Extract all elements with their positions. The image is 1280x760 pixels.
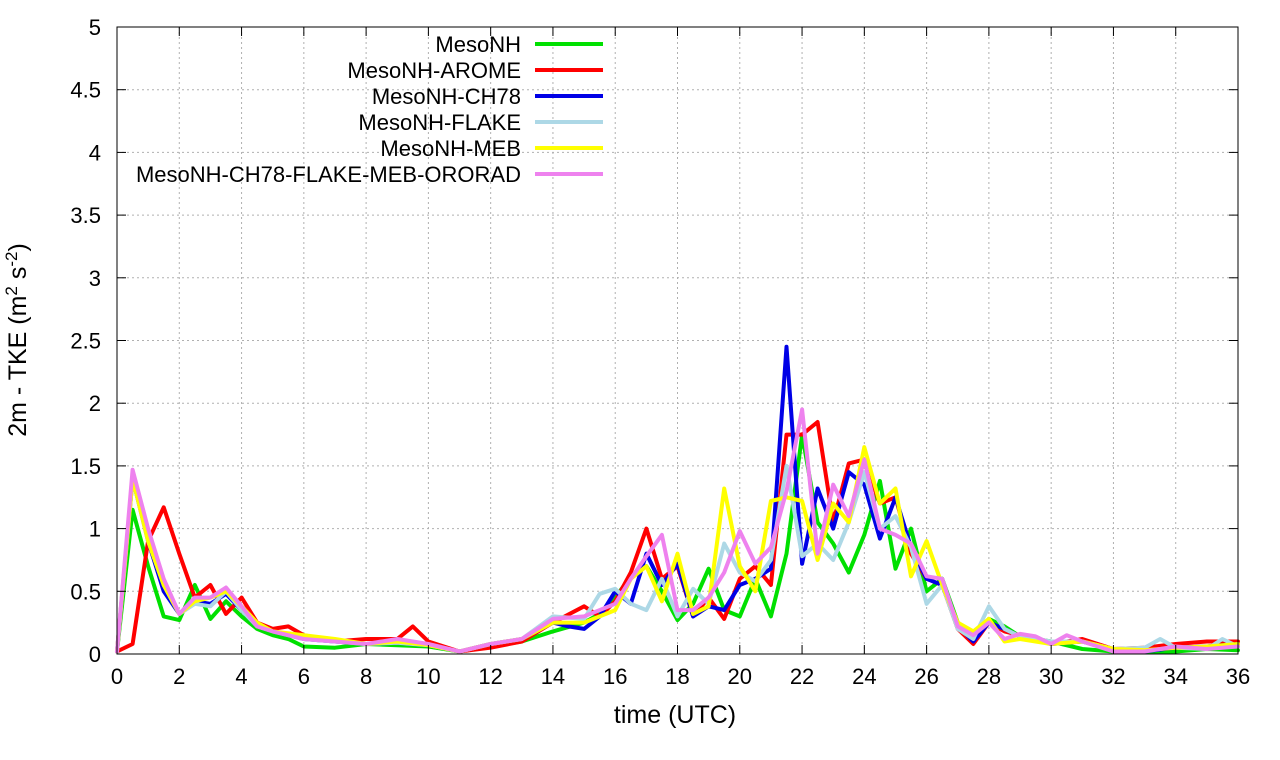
x-tick-label: 6: [298, 664, 310, 689]
legend-label: MesoNH-AROME: [347, 58, 521, 83]
x-tick-label: 14: [541, 664, 565, 689]
y-tick-label: 3: [89, 266, 101, 291]
y-axis-title-superscript: -2: [2, 252, 21, 267]
grid: [117, 27, 1238, 654]
x-tick-label: 36: [1226, 664, 1250, 689]
legend-label: MesoNH-CH78: [372, 84, 521, 109]
y-tick-label: 1: [89, 517, 101, 542]
axis-ticks: [116, 26, 1239, 655]
x-tick-label: 4: [235, 664, 247, 689]
legend-label: MesoNH-CH78-FLAKE-MEB-ORORAD: [136, 162, 521, 187]
series-line-mesonh-ch78-flake-meb-ororad: [115, 407, 1240, 654]
x-tick-labels: 0 2 4 6 8 10 12 14 16 18 20 22 24 26 28 30 32 34 36: [111, 664, 1250, 689]
y-tick-label: 4: [89, 140, 101, 165]
x-tick-label: 20: [728, 664, 752, 689]
y-axis-title: 2m - TKE (m2 s-2): [2, 243, 32, 437]
x-tick-label: 0: [111, 664, 123, 689]
x-tick-label: 34: [1163, 664, 1187, 689]
y-tick-label: 2.5: [70, 329, 101, 354]
legend-label: MesoNH-FLAKE: [358, 110, 521, 135]
x-tick-label: 10: [416, 664, 440, 689]
legend: MesoNHMesoNH-AROMEMesoNH-CH78MesoNH-FLAK…: [136, 32, 603, 187]
y-axis-title-part: 2m - TKE (m: [4, 296, 32, 437]
y-tick-label: 5: [89, 15, 101, 40]
x-tick-label: 18: [665, 664, 689, 689]
x-tick-label: 26: [914, 664, 938, 689]
y-tick-label: 0: [89, 642, 101, 667]
y-axis-title-part: ): [4, 243, 32, 251]
y-tick-labels: 0 0.5 1 1.5 2 2.5 3 3.5 4 4.5 5: [70, 15, 101, 667]
x-tick-label: 22: [790, 664, 814, 689]
y-tick-label: 3.5: [70, 203, 101, 228]
series-lines: [115, 344, 1240, 654]
series-line-mesonh-meb: [115, 445, 1240, 654]
legend-label: MesoNH-MEB: [380, 136, 521, 161]
y-axis-title-superscript: 2: [2, 286, 21, 295]
x-tick-label: 2: [173, 664, 185, 689]
y-tick-label: 1.5: [70, 454, 101, 479]
x-tick-label: 16: [603, 664, 627, 689]
y-axis-title-part: s: [4, 267, 32, 286]
y-tick-label: 0.5: [70, 579, 101, 604]
x-tick-label: 30: [1039, 664, 1063, 689]
y-tick-label: 4.5: [70, 78, 101, 103]
legend-label: MesoNH: [435, 32, 521, 57]
x-tick-label: 12: [478, 664, 502, 689]
x-tick-label: 24: [852, 664, 876, 689]
x-tick-label: 28: [977, 664, 1001, 689]
x-axis-title: time (UTC): [614, 701, 736, 729]
x-tick-label: 32: [1101, 664, 1125, 689]
x-tick-label: 8: [360, 664, 372, 689]
y-tick-label: 2: [89, 391, 101, 416]
